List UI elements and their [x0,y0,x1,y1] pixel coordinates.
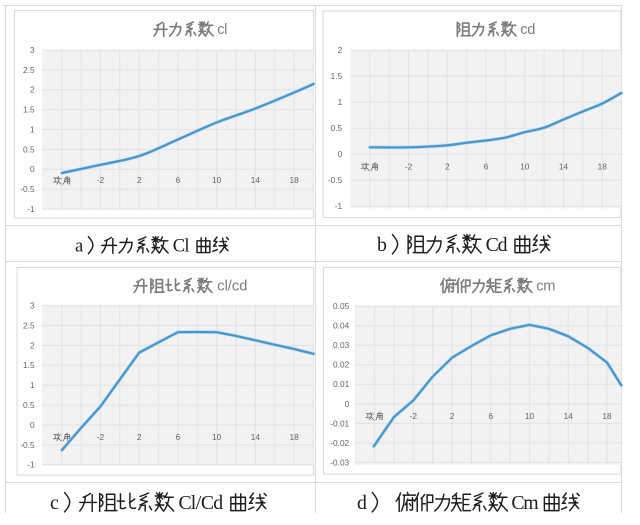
svg-text:C: C [511,492,524,514]
svg-text:a: a [75,236,83,257]
svg-text:-0.5: -0.5 [328,175,343,185]
svg-text:14: 14 [559,161,569,171]
svg-text:3: 3 [30,45,35,55]
svg-text:18: 18 [598,161,608,171]
svg-text:0.04: 0.04 [333,321,350,331]
svg-text:2: 2 [137,432,142,442]
svg-text:0.5: 0.5 [331,123,343,133]
svg-text:c: c [50,492,59,514]
svg-text:C: C [173,236,185,257]
svg-text:c: c [217,279,224,295]
svg-text:0: 0 [345,399,350,409]
svg-text:-0.5: -0.5 [20,440,35,450]
svg-text:3: 3 [30,301,35,311]
svg-text:18: 18 [289,175,299,185]
svg-text:-1: -1 [27,460,35,470]
svg-text:b: b [377,234,387,256]
svg-text:2: 2 [445,161,450,171]
svg-text:-2: -2 [97,432,105,442]
svg-text:-1: -1 [27,204,35,214]
svg-text:0: 0 [30,420,35,430]
svg-text:-0.01: -0.01 [330,418,349,428]
svg-text:0.01: 0.01 [333,379,350,389]
svg-text:-1: -1 [335,201,343,211]
svg-text:l: l [191,492,197,514]
svg-text:10: 10 [520,161,530,171]
svg-text:-2: -2 [405,161,413,171]
svg-text:-0.5: -0.5 [20,184,35,194]
svg-text:2: 2 [450,411,455,421]
svg-text:-0.03: -0.03 [330,457,349,467]
svg-text:2: 2 [30,340,35,350]
svg-text:6: 6 [176,175,181,185]
svg-text:-2: -2 [97,175,105,185]
svg-text:1: 1 [30,380,35,390]
svg-text:1: 1 [338,97,343,107]
svg-text:0.05: 0.05 [333,301,350,311]
svg-text:2.5: 2.5 [23,320,35,330]
svg-text:2.5: 2.5 [23,65,35,75]
svg-text:0.02: 0.02 [333,360,350,370]
svg-text:c: c [232,279,239,295]
svg-text:14: 14 [564,411,574,421]
svg-text:0.03: 0.03 [333,340,350,350]
svg-text:10: 10 [212,432,222,442]
svg-text:14: 14 [251,175,261,185]
svg-text:2: 2 [338,45,343,55]
svg-text:c: c [520,22,527,38]
svg-text:/: / [228,279,233,295]
svg-text:18: 18 [289,432,299,442]
svg-text:d: d [498,234,508,256]
svg-text:c: c [217,22,224,38]
svg-text:1.5: 1.5 [331,71,343,81]
svg-text:C: C [179,492,192,514]
svg-text:C: C [201,492,214,514]
svg-text:18: 18 [602,411,612,421]
svg-text:d: d [213,492,223,514]
svg-text:1.5: 1.5 [23,105,35,115]
svg-text:6: 6 [484,161,489,171]
svg-text:m: m [543,279,555,295]
svg-text:l: l [184,236,189,257]
svg-text:2: 2 [30,85,35,95]
svg-text:1.5: 1.5 [23,360,35,370]
svg-text:d: d [239,279,247,295]
svg-text:0.5: 0.5 [23,144,35,154]
svg-text:d: d [357,492,367,514]
svg-text:14: 14 [251,432,261,442]
svg-text:l: l [225,279,228,295]
svg-text:-0.02: -0.02 [330,438,349,448]
svg-text:1: 1 [30,124,35,134]
svg-text:0: 0 [338,149,343,159]
svg-text:10: 10 [525,411,535,421]
svg-text:-2: -2 [410,411,418,421]
svg-text:0: 0 [30,164,35,174]
svg-text:m: m [523,492,539,514]
svg-text:10: 10 [212,175,222,185]
svg-text:C: C [486,234,499,256]
svg-text:2: 2 [137,175,142,185]
svg-text:d: d [527,22,535,38]
svg-text:0.5: 0.5 [23,400,35,410]
svg-text:6: 6 [488,411,493,421]
svg-text:6: 6 [176,432,181,442]
svg-text:c: c [536,279,543,295]
svg-text:/: / [196,492,202,514]
svg-text:l: l [224,22,227,38]
